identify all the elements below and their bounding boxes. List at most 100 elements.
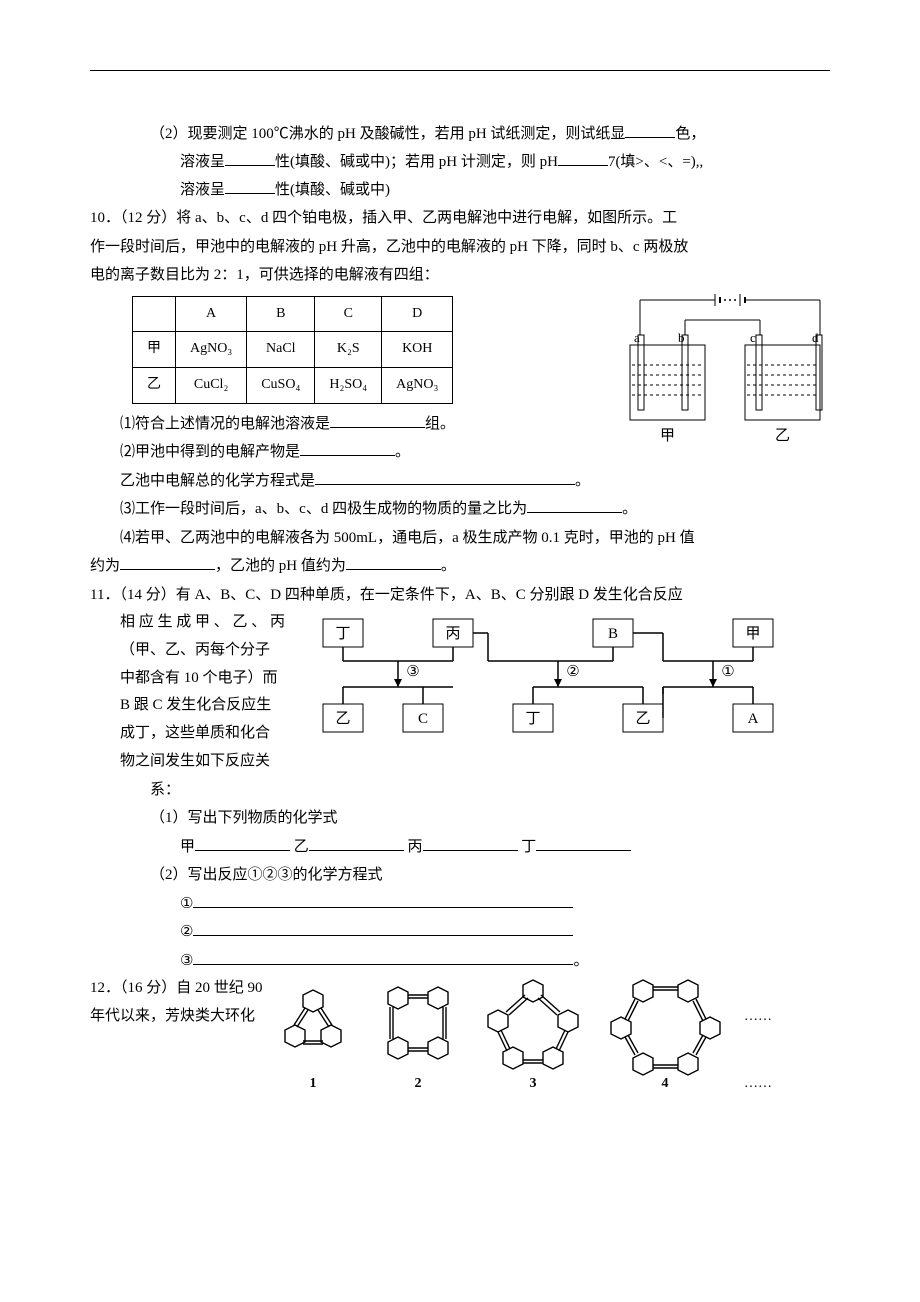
blank [193,891,573,908]
text: ③ [180,953,193,969]
blank [193,948,573,965]
text: 约为 [90,558,120,574]
cell: C [315,296,382,332]
q10-diagram: a b 甲 c d 乙 [620,290,830,460]
svg-text:b: b [678,330,685,345]
text: ② [180,924,193,940]
text: 乙池中电解总的化学方程式是 [120,473,315,489]
cell: B [247,296,315,332]
svg-text:乙: 乙 [335,711,350,727]
q11-p1line: 甲 乙 丙 丁 [90,833,830,862]
q9-line3: 溶液呈 性(填酸、碱或中) [90,177,830,205]
svg-text:……: …… [744,1076,772,1091]
svg-text:丙: 丙 [445,626,460,642]
q10-p3: ⑶工作一段时间后，a、b、c、d 四极生成物的物质的量之比为。 [90,495,830,524]
svg-text:B: B [608,626,618,642]
text: 丁 [521,839,536,855]
svg-text:c: c [750,330,756,345]
q11-eq2: ② [90,918,830,947]
q9-line2: 溶液呈性(填酸、碱或中)；若用 pH 计测定，则 pH7(填>、<、=),, [90,149,830,177]
svg-text:C: C [418,711,428,727]
svg-text:②: ② [566,664,579,680]
table-row: 甲 AgNO₃ NaCl K₂S KOH [133,332,453,368]
q10-p2c: 乙池中电解总的化学方程式是 。 [90,467,830,496]
blank [330,411,425,428]
svg-text:A: A [748,711,759,727]
text: 组。 [425,416,455,432]
svg-text:丁: 丁 [525,711,540,727]
text: 丙 [408,839,423,855]
q10-body: A B C D 甲 AgNO₃ NaCl K₂S KOH 乙 CuCl₂ CuS… [90,290,830,467]
text: ⑶工作一段时间后，a、b、c、d 四极生成物的物质的量之比为 [120,501,527,517]
text: 物之间发生如下反应关 [120,748,295,776]
text: （2）现要测定 100℃沸水的 pH 及酸碱性，若用 pH 试纸测定，则试纸显 [150,126,625,142]
text: 。 [575,473,590,489]
svg-text:①: ① [721,664,734,680]
text: ⑴符合上述情况的电解池溶液是 [120,416,330,432]
svg-text:甲: 甲 [745,626,760,642]
text: ① [180,896,193,912]
cell: 乙 [133,367,176,403]
svg-text:甲: 甲 [660,428,675,444]
top-rule [90,70,830,71]
svg-text:乙: 乙 [635,711,650,727]
q12-body: 12．（16 分）自 20 世纪 90 年代以来，芳炔类大环化 [90,975,830,1095]
q10-table: A B C D 甲 AgNO₃ NaCl K₂S KOH 乙 CuCl₂ CuS… [132,296,453,404]
cell: CuSO₄ [247,367,315,403]
svg-text:③: ③ [406,664,419,680]
blank [346,553,441,570]
cell [133,296,176,332]
text: ⑵甲池中得到的电解产物是 [120,444,300,460]
cell: 甲 [133,332,176,368]
q11-p2: （2）写出反应①②③的化学方程式 [90,861,830,890]
q11-eq3: ③。 [90,947,830,976]
svg-text:2: 2 [415,1076,422,1091]
text: （甲、乙、丙每个分子 [120,637,295,665]
q11-intro: 11．（14 分）有 A、B、C、D 四种单质，在一定条件下，A、B、C 分别跟… [90,581,830,610]
blank [536,834,631,851]
cell: NaCl [247,332,315,368]
text: 性(填酸、碱或中)；若用 pH 计测定，则 pH [275,154,558,170]
q12-diagram: 1 2 3 4 …… …… [283,975,793,1095]
cell: K₂S [315,332,382,368]
blank [300,439,395,456]
text: 成丁，这些单质和化合 [120,720,295,748]
q11-p1: （1）写出下列物质的化学式 [90,804,830,833]
blank [193,919,573,936]
text: 性(填酸、碱或中) [275,182,390,198]
svg-text:丁: 丁 [335,626,350,642]
blank [120,553,215,570]
cell: AgNO₃ [176,332,247,368]
text: 12．（16 分）自 20 世纪 90 [90,975,265,1003]
text: ，乙池的 pH 值约为 [215,558,346,574]
q10-p4a: ⑷若甲、乙两池中的电解液各为 500mL，通电后，a 极生成产物 0.1 克时，… [90,524,830,553]
blank [225,177,275,194]
q11-left: 相 应 生 成 甲 、 乙 、 丙 （甲、乙、丙每个分子 中都含有 10 个电子… [90,609,295,776]
cell: H₂SO₄ [315,367,382,403]
text: 7(填>、<、=),, [608,154,703,170]
q10-intro1: 10．（12 分）将 a、b、c、d 四个铂电极，插入甲、乙两电解池中进行电解，… [90,204,830,233]
q12-left: 12．（16 分）自 20 世纪 90 年代以来，芳炔类大环化 [90,975,265,1031]
cell: D [382,296,453,332]
blank [625,121,675,138]
text: 年代以来，芳炔类大环化 [90,1003,265,1031]
q10-intro2: 作一段时间后，甲池中的电解液的 pH 升高，乙池中的电解液的 pH 下降，同时 … [90,233,830,262]
blank [309,834,404,851]
q10-p1: ⑴符合上述情况的电解池溶液是 组。 [90,410,602,439]
text: 。 [441,558,456,574]
svg-text:……: …… [744,1009,772,1024]
text: 乙 [294,839,309,855]
blank [527,496,622,513]
cell: KOH [382,332,453,368]
text: 溶液呈 [180,182,225,198]
q10-p2a: ⑵甲池中得到的电解产物是 。 [90,438,602,467]
blank [315,468,575,485]
q9-part2: （2）现要测定 100℃沸水的 pH 及酸碱性，若用 pH 试纸测定，则试纸显色… [90,121,830,149]
q11-rel: 系： [90,776,830,805]
text: 。 [395,444,410,460]
svg-text:3: 3 [530,1076,537,1091]
q10-p4b: 约为 ，乙池的 pH 值约为 。 [90,552,830,581]
svg-text:乙: 乙 [775,428,790,444]
svg-text:4: 4 [662,1076,669,1091]
blank [195,834,290,851]
